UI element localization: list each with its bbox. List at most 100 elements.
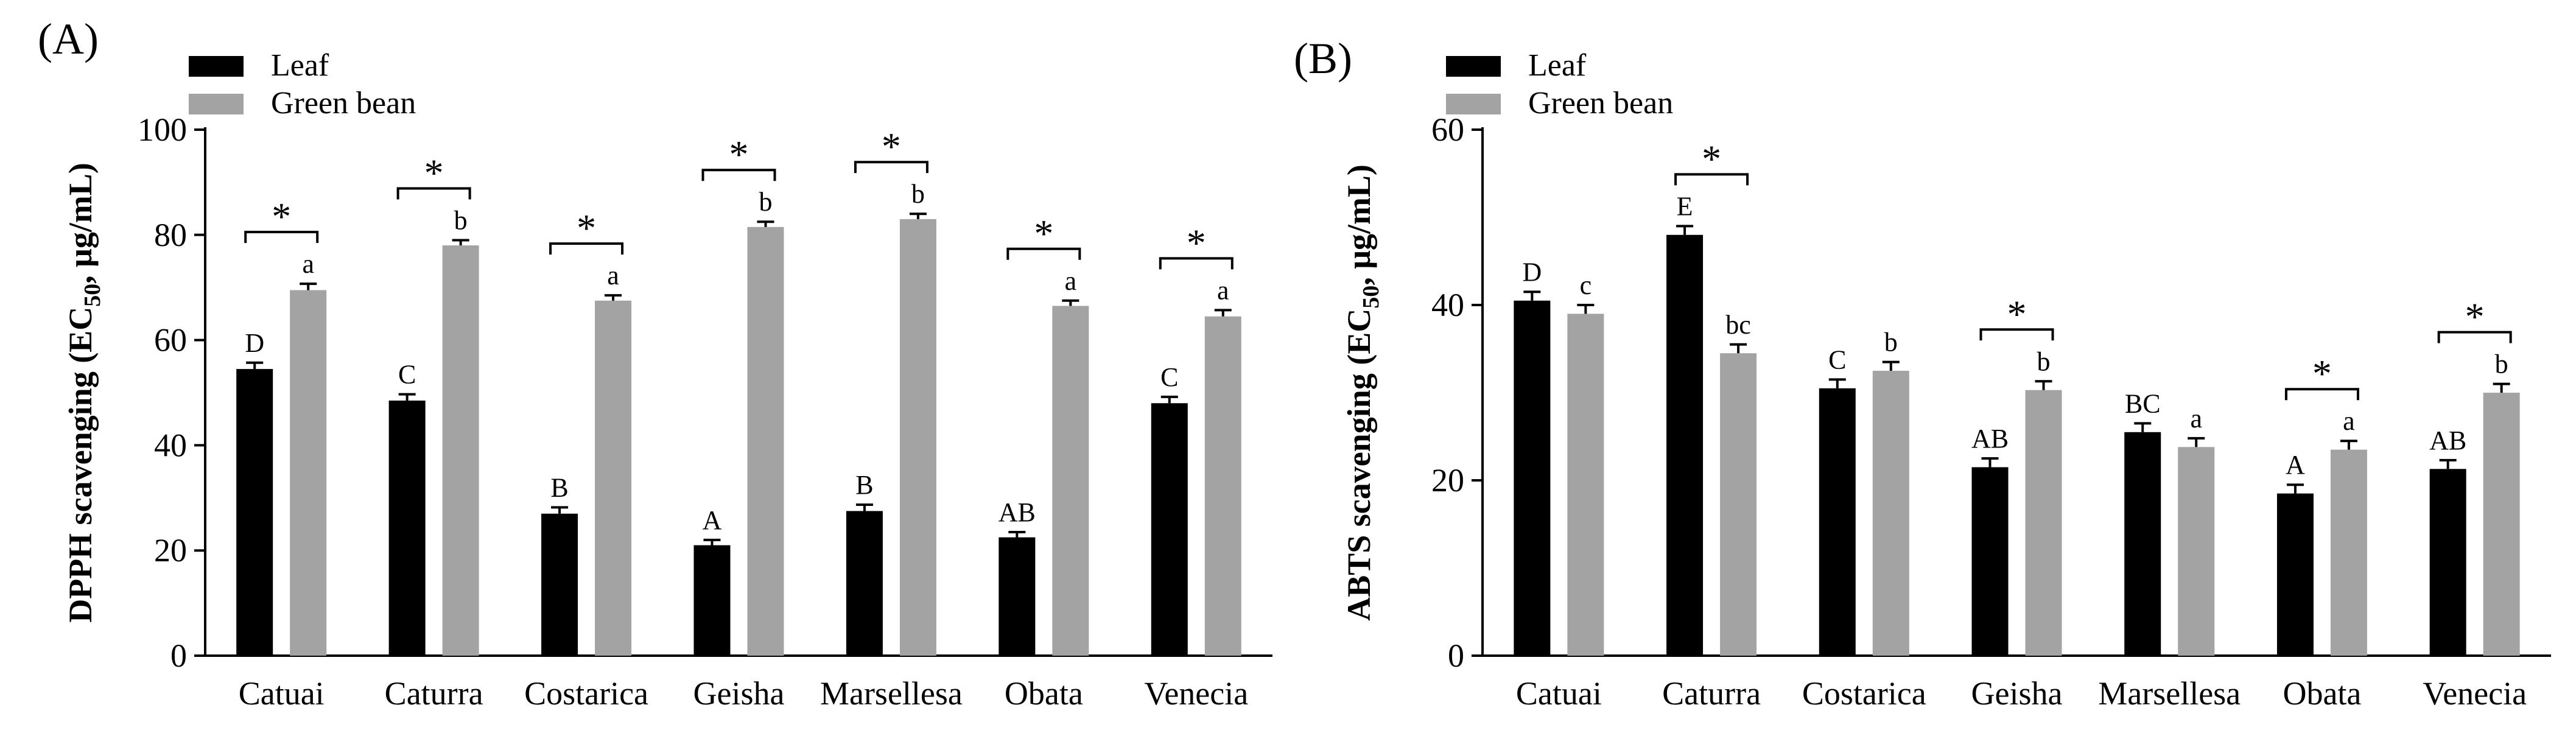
x-tick-label: Venecia (2423, 675, 2527, 712)
bar-leaf (1819, 388, 1856, 656)
legend-label-green-bean: Green bean (271, 86, 416, 121)
data-label-letter: D (1522, 257, 1542, 287)
y-tick-label: 20 (1431, 462, 1464, 499)
x-tick-label: Caturra (385, 675, 483, 712)
y-axis-label-unit: , μg/mL) (1341, 164, 1377, 286)
significance-star: * (2312, 352, 2332, 395)
data-label-letter: b (2037, 346, 2051, 376)
data-label-letter: B (550, 472, 568, 502)
bar-green-bean (290, 290, 327, 656)
significance-star: * (272, 195, 291, 238)
y-axis-label: ABTS scavenging (EC50, μg/mL) (1341, 164, 1384, 621)
bar-green-bean (747, 226, 784, 656)
data-label-letter: E (1677, 191, 1693, 221)
bar-leaf (1151, 403, 1188, 656)
data-label-letter: a (2343, 406, 2355, 436)
x-tick-label: Costarica (1802, 675, 1926, 712)
bar-leaf (388, 400, 426, 656)
legend-label-leaf: Leaf (1528, 48, 1587, 83)
x-tick-label: Costarica (524, 675, 648, 712)
y-tick-label: 60 (1431, 111, 1464, 148)
legend-label-green-bean: Green bean (1528, 86, 1673, 121)
significance-bracket (244, 231, 319, 244)
bar-leaf (693, 545, 731, 656)
data-label-letter: c (1580, 270, 1592, 300)
bar-green-bean (2025, 390, 2062, 656)
y-axis-label: DPPH scavenging (EC50, μg/mL) (62, 163, 105, 623)
data-label-letter: a (1065, 266, 1077, 296)
x-tick-label: Catuai (1516, 675, 1602, 712)
y-axis-label-sub: 50 (1358, 286, 1384, 309)
x-tick-label: Marsellesa (2098, 675, 2241, 712)
data-label-letter: C (398, 360, 416, 390)
significance-star: * (2465, 295, 2485, 338)
significance-star: * (424, 151, 444, 194)
bar-leaf (2429, 469, 2466, 656)
y-axis-label-main: DPPH scavenging (EC (62, 307, 99, 623)
significance-bracket (1159, 257, 1234, 270)
y-tick-label: 80 (154, 217, 187, 253)
y-axis-label-main: ABTS scavenging (EC (1341, 309, 1377, 621)
data-label-letter: B (855, 470, 873, 500)
data-label-letter: AB (998, 497, 1036, 527)
significance-bracket (396, 187, 471, 200)
data-label-letter: A (2286, 450, 2305, 480)
data-label-letter: b (454, 205, 468, 235)
data-label-letter: a (302, 249, 314, 279)
legend-swatch-leaf (1446, 56, 1501, 77)
bar-green-bean (1052, 306, 1089, 656)
bar-green-bean (442, 245, 479, 656)
legend-label-leaf: Leaf (271, 48, 329, 83)
data-label-letter: AB (2429, 426, 2466, 455)
data-label-letter: A (703, 505, 722, 535)
x-tick-label: Geisha (693, 675, 785, 712)
chart-panel-1: (A) 0 20 40 60 80 100 DPPH scavenging (EC50, μg… (38, 15, 1272, 712)
y-tick-label: 40 (1431, 287, 1464, 323)
legend-swatch-leaf (189, 56, 244, 77)
bar-leaf (2276, 493, 2314, 656)
panel-label: (B) (1294, 34, 1352, 83)
bar-leaf (236, 369, 273, 656)
data-label-letter: BC (2125, 388, 2161, 418)
y-tick-label: 40 (154, 427, 187, 463)
y-tick-label: 0 (170, 637, 187, 674)
significance-star: * (577, 206, 596, 250)
x-tick-label: Venecia (1144, 675, 1248, 712)
bar-leaf (1971, 467, 2009, 656)
bar-green-bean (595, 300, 632, 656)
significance-bracket (549, 242, 624, 255)
data-label-letter: bc (1725, 310, 1751, 340)
data-label-letter: b (759, 187, 773, 217)
x-tick-label: Geisha (1971, 675, 2063, 712)
y-tick-label: 0 (1448, 637, 1464, 674)
x-tick-label: Catuai (239, 675, 325, 712)
significance-star: * (1034, 212, 1053, 255)
bar-green-bean (899, 219, 936, 656)
bar-green-bean (1720, 353, 1757, 656)
significance-star: * (882, 125, 901, 168)
x-tick-label: Marsellesa (820, 675, 963, 712)
y-axis-label-unit: , μg/mL) (62, 163, 99, 284)
significance-star: * (1187, 221, 1206, 264)
y-tick-label: 20 (154, 532, 187, 569)
data-label-letter: b (2495, 349, 2508, 379)
data-label-letter: AB (1971, 424, 2009, 454)
bar-leaf (1666, 234, 1704, 656)
bar-green-bean (1872, 371, 1909, 656)
data-label-letter: b (1884, 328, 1898, 357)
data-label-letter: C (1160, 362, 1178, 392)
data-label-letter: C (1828, 345, 1846, 374)
chart-panel-2: (B) 0 20 40 60 ABTS scavenging (EC50, μg/mL) L… (1294, 34, 2551, 712)
significance-star: * (1702, 137, 1721, 180)
legend-swatch-green-bean (189, 94, 244, 114)
y-axis-label-sub: 50 (80, 284, 105, 307)
bar-leaf (998, 537, 1036, 656)
bar-leaf (1514, 300, 1551, 656)
panel-label: (A) (38, 15, 99, 63)
bar-green-bean (1567, 314, 1604, 656)
bar-green-bean (1204, 316, 1241, 656)
x-tick-label: Caturra (1662, 675, 1761, 712)
x-tick-label: Obata (2283, 675, 2361, 712)
x-tick-label: Obata (1005, 675, 1083, 712)
data-label-letter: a (1217, 275, 1229, 305)
